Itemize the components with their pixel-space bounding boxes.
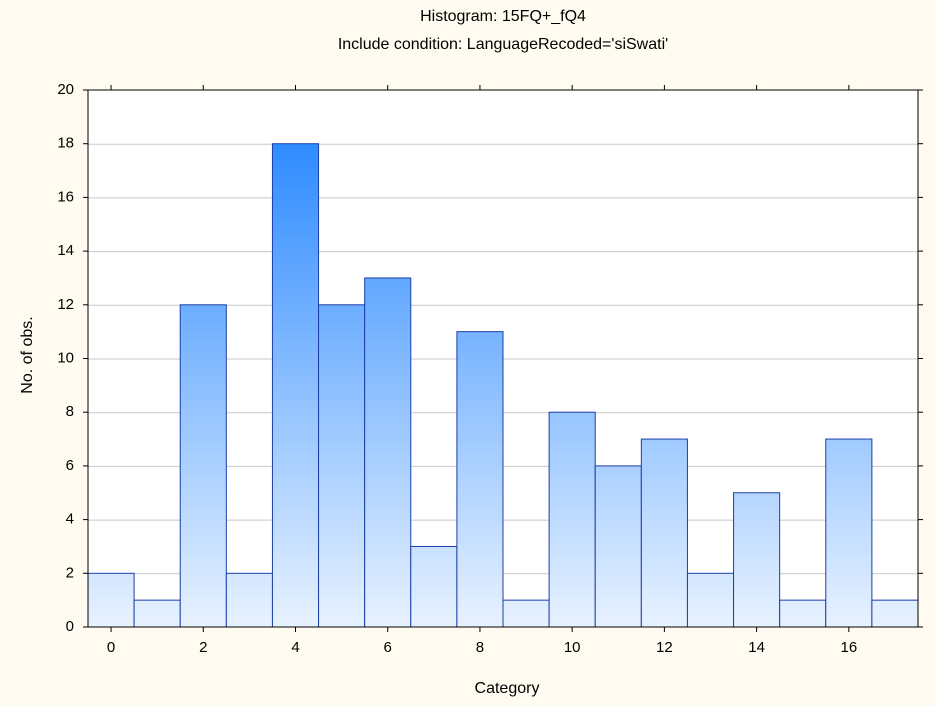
histogram-bar [133, 599, 181, 628]
histogram-bar [640, 438, 688, 628]
y-tick-label: 12 [57, 296, 74, 313]
y-tick-label: 14 [57, 242, 74, 259]
histogram-bar [318, 304, 366, 628]
histogram-bar [225, 572, 273, 628]
y-tick-label: 8 [66, 403, 74, 420]
x-tick-label: 6 [384, 639, 392, 656]
x-tick-label: 10 [564, 639, 581, 656]
histogram-bar [548, 411, 596, 628]
y-tick-label: 4 [66, 511, 74, 528]
histogram-bar [733, 492, 781, 628]
y-tick-label: 20 [57, 81, 74, 98]
ticks: 0 2 4 6 8 10 12 14 16 18 20 0 2 4 6 8 10 12 14 16 [57, 81, 923, 656]
x-tick-label: 14 [748, 639, 765, 656]
x-axis-label: Category [475, 680, 540, 697]
x-tick-label: 16 [840, 639, 857, 656]
histogram-bar [271, 143, 320, 628]
x-tick-label: 4 [291, 639, 299, 656]
histogram-bar [871, 599, 919, 628]
histogram-bar [686, 572, 735, 628]
chart-subtitle: Include condition: LanguageRecoded='siSw… [338, 36, 668, 53]
y-tick-label: 18 [57, 135, 74, 152]
histogram-bar [364, 277, 412, 628]
x-tick-label: 12 [656, 639, 673, 656]
histogram-bar [825, 438, 873, 628]
histogram-bar [502, 599, 550, 628]
histogram-bar [410, 545, 458, 628]
y-tick-label: 0 [66, 618, 74, 635]
y-tick-label: 16 [57, 188, 74, 205]
x-tick-label: 8 [476, 639, 484, 656]
histogram-bar [779, 599, 827, 628]
histogram-bar [456, 331, 504, 628]
y-tick-label: 6 [66, 457, 74, 474]
chart-title: Histogram: 15FQ+_fQ4 [420, 8, 586, 25]
histogram-bar [87, 572, 135, 628]
histogram-bar [594, 465, 642, 628]
x-tick-label: 0 [107, 639, 115, 656]
y-tick-label: 10 [57, 349, 74, 366]
histogram-bar [179, 304, 227, 628]
bars [87, 143, 919, 628]
x-tick-label: 2 [199, 639, 207, 656]
y-tick-label: 2 [66, 564, 74, 581]
y-axis-label: No. of obs. [19, 316, 36, 393]
